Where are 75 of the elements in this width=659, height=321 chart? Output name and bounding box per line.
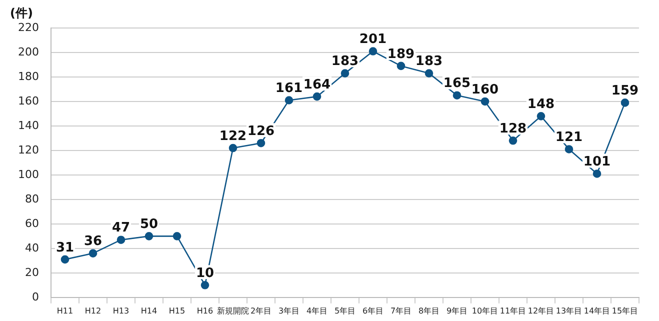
data-label: 183	[415, 54, 443, 70]
point	[536, 112, 546, 120]
y-tick-label: 100	[18, 168, 39, 181]
y-tick-label: 20	[24, 266, 39, 279]
point	[508, 136, 518, 145]
x-tick-label: H13	[112, 306, 130, 316]
x-tick-label: H11	[56, 306, 74, 316]
point	[60, 255, 70, 264]
data-label: 161	[275, 81, 303, 96]
x-tick-label: 4年目	[306, 306, 328, 316]
x-tick-label: 6年目	[362, 306, 384, 316]
x-tick-label: 5年目	[334, 306, 356, 316]
point	[452, 91, 462, 100]
data-label: 201	[359, 32, 387, 48]
data-label: 122	[219, 128, 247, 144]
data-label: 121	[555, 130, 583, 146]
data-label: 148	[527, 97, 555, 112]
y-tick-label: 40	[24, 241, 39, 254]
point	[564, 145, 574, 154]
point	[424, 69, 434, 78]
point	[284, 96, 294, 104]
y-tick-label: 160	[18, 94, 39, 108]
point	[368, 47, 378, 56]
data-label: 159	[611, 84, 639, 99]
y-tick-label: 220	[18, 20, 39, 34]
point	[312, 92, 322, 101]
x-tick-label: 8年目	[418, 306, 440, 316]
x-tick-label: H14	[140, 306, 158, 316]
y-tick-label: 120	[18, 143, 39, 156]
x-tick-label: H16	[196, 306, 214, 316]
x-tick-label: 3年目	[278, 306, 300, 316]
x-tick-label: 13年目	[556, 306, 582, 316]
point	[256, 138, 266, 148]
y-tick-label: 60	[24, 216, 39, 230]
data-label: 183	[331, 54, 359, 70]
x-tick-label: 12年目	[528, 306, 554, 316]
data-label: 189	[387, 46, 415, 62]
y-tick-label: 80	[24, 192, 39, 206]
x-tick-label: 14年目	[584, 306, 610, 316]
y-tick-label: 180	[18, 70, 39, 83]
x-tick-label: H12	[84, 306, 102, 316]
point	[116, 236, 126, 244]
x-tick-label: 7年目	[390, 306, 412, 316]
x-tick-label: 10年目	[472, 306, 498, 316]
x-tick-label: 11年目	[500, 306, 526, 316]
y-tick-label: 0	[32, 290, 39, 304]
point	[620, 98, 630, 107]
data-label: 101	[583, 154, 611, 170]
y-tick-label: 200	[18, 45, 39, 58]
data-label: 31	[56, 240, 74, 256]
x-tick-label: 2年目	[250, 306, 272, 316]
point	[592, 170, 602, 178]
data-label: 47	[112, 220, 130, 236]
x-tick-label: 15年目	[612, 306, 638, 316]
data-label: 128	[499, 122, 527, 137]
x-tick-label: 新規開院	[216, 306, 249, 316]
point	[200, 281, 210, 290]
y-tick-label: 140	[18, 118, 39, 132]
point	[340, 69, 350, 78]
data-label: 126	[247, 124, 275, 139]
data-label: 165	[443, 76, 471, 92]
point	[172, 232, 182, 240]
data-label: 50	[140, 217, 158, 232]
x-tick-label: 9年目	[446, 306, 468, 316]
point	[88, 249, 98, 258]
point	[396, 62, 406, 70]
point	[480, 97, 490, 106]
point	[144, 232, 154, 240]
data-label: 36	[84, 234, 102, 250]
data-label: 10	[196, 266, 214, 282]
data-label: 164	[303, 77, 331, 92]
x-tick-label: H15	[168, 306, 186, 316]
data-label: 160	[471, 82, 499, 98]
point	[228, 144, 238, 152]
y-axis-title: (件)	[10, 6, 33, 20]
